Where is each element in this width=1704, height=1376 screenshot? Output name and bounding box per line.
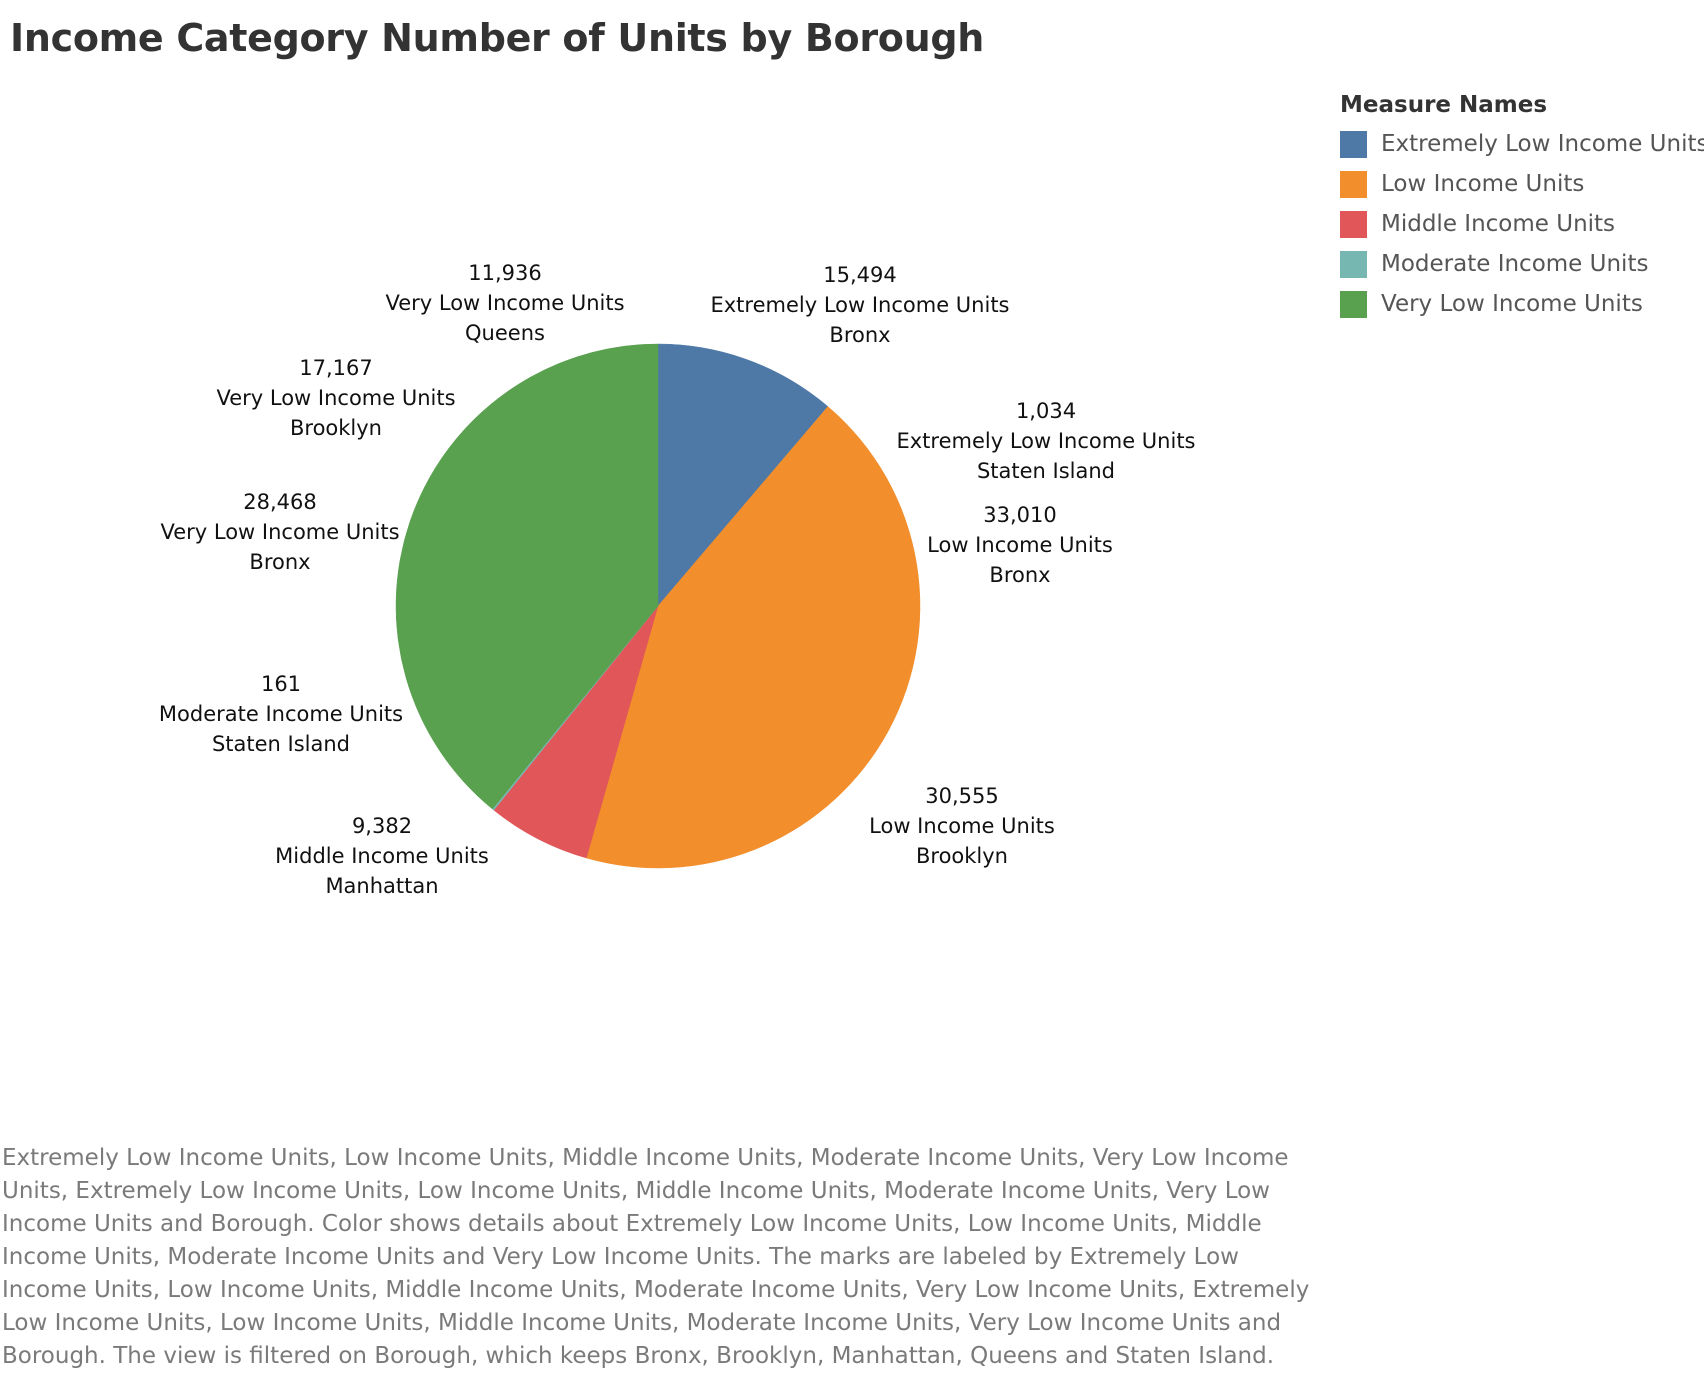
legend-label: Middle Income Units <box>1381 211 1616 237</box>
legend-swatch <box>1340 210 1367 238</box>
legend-item-very-low[interactable]: Very Low Income Units <box>1340 284 1704 324</box>
slice-borough-label: Bronx <box>829 323 890 347</box>
slice-borough-label: Bronx <box>249 550 310 574</box>
legend: Measure Names Extremely Low Income Units… <box>1340 92 1704 324</box>
slice-value-label: 15,494 <box>823 263 896 287</box>
slice-measure-label: Moderate Income Units <box>159 702 403 726</box>
slice-borough-label: Queens <box>465 321 545 345</box>
chart-caption: Extremely Low Income Units, Low Income U… <box>2 1145 1310 1369</box>
legend-swatch <box>1340 250 1367 278</box>
slice-measure-label: Very Low Income Units <box>216 386 455 410</box>
legend-label: Moderate Income Units <box>1381 251 1649 277</box>
legend-item-moderate[interactable]: Moderate Income Units <box>1340 244 1704 284</box>
slice-value-label: 9,382 <box>352 814 412 838</box>
slice-borough-label: Staten Island <box>212 732 350 756</box>
legend-item-extremely-low[interactable]: Extremely Low Income Units <box>1340 124 1704 164</box>
chart-title: Income Category Number of Units by Borou… <box>10 16 984 60</box>
pie-slice-very-low-income-units-queens[interactable] <box>529 343 659 607</box>
slice-measure-label: Extremely Low Income Units <box>710 293 1009 317</box>
legend-swatch <box>1340 130 1367 158</box>
pie-slices <box>395 343 921 869</box>
pie-slice-low-income-units-bronx[interactable] <box>657 406 921 742</box>
slice-measure-label: Very Low Income Units <box>160 520 399 544</box>
slice-value-label: 30,555 <box>925 784 998 808</box>
pie-chart: 15,494 Extremely Low Income Units Bronx 1,0… <box>159 261 1196 898</box>
pie-slice-extremely-low-income-units-bronx[interactable] <box>657 343 820 607</box>
slice-value-label: 11,936 <box>468 261 541 285</box>
slice-value-label: 1,034 <box>1016 399 1076 423</box>
slice-value-label: 17,167 <box>299 356 372 380</box>
pie-slice-low-income-units-brooklyn[interactable] <box>586 605 883 869</box>
slice-borough-label: Bronx <box>989 563 1050 587</box>
legend-swatch <box>1340 290 1367 318</box>
slice-value-label: 161 <box>261 672 301 696</box>
legend-label: Very Low Income Units <box>1381 291 1643 317</box>
pie-labels: 15,494 Extremely Low Income Units Bronx 1,0… <box>159 261 1196 898</box>
slice-borough-label: Brooklyn <box>916 844 1008 868</box>
slice-borough-label: Staten Island <box>977 459 1115 483</box>
slice-measure-label: Extremely Low Income Units <box>896 429 1195 453</box>
pie-slice-very-low-income-units-brooklyn[interactable] <box>409 376 659 607</box>
slice-borough-label: Manhattan <box>325 874 438 898</box>
pie-slice-very-low-income-units-bronx[interactable] <box>395 521 659 810</box>
slice-value-label: 28,468 <box>243 490 316 514</box>
legend-label: Low Income Units <box>1381 171 1585 197</box>
legend-item-middle[interactable]: Middle Income Units <box>1340 204 1704 244</box>
slice-measure-label: Low Income Units <box>927 533 1113 557</box>
legend-title: Measure Names <box>1340 92 1548 118</box>
slice-measure-label: Low Income Units <box>869 814 1055 838</box>
legend-item-low[interactable]: Low Income Units <box>1340 164 1704 204</box>
legend-label: Extremely Low Income Units <box>1381 131 1704 157</box>
slice-measure-label: Middle Income Units <box>275 844 489 868</box>
legend-swatch <box>1340 170 1367 198</box>
slice-value-label: 33,010 <box>983 503 1056 527</box>
slice-borough-label: Brooklyn <box>290 416 382 440</box>
slice-measure-label: Very Low Income Units <box>385 291 624 315</box>
